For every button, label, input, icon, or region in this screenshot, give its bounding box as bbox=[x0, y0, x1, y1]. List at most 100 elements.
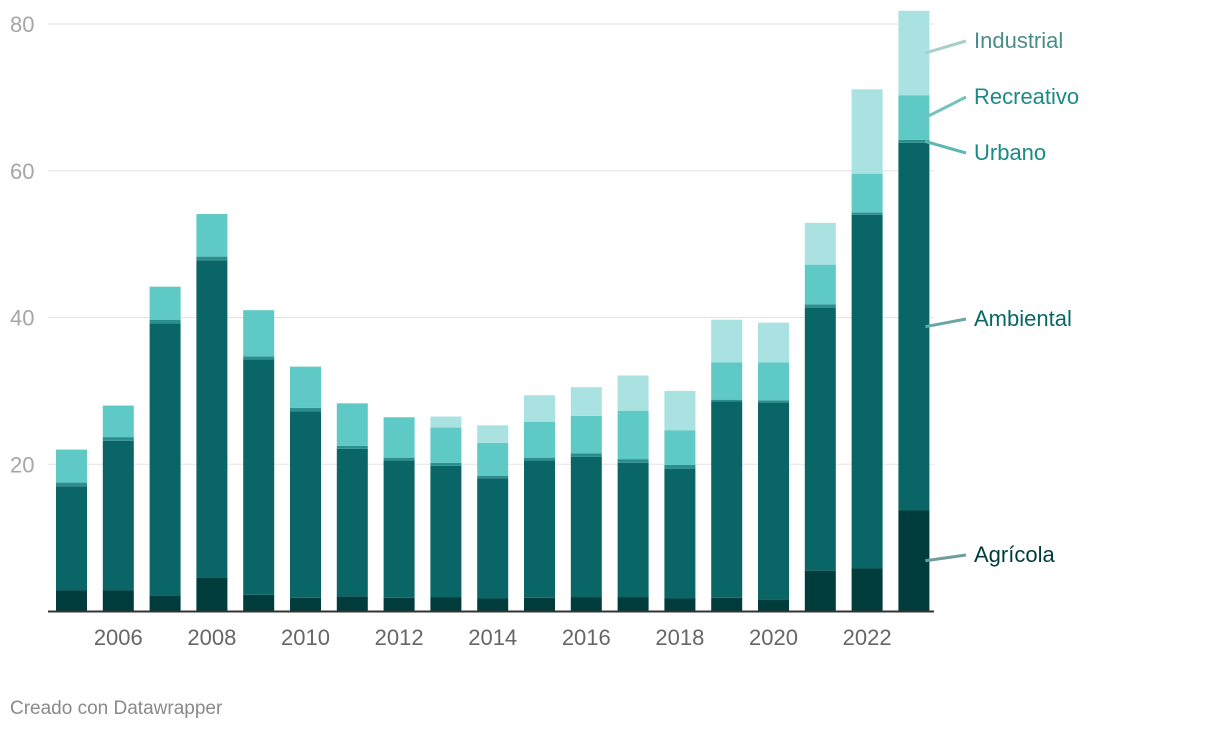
bar-stack-2023 bbox=[898, 10, 930, 611]
bar-stack-2011 bbox=[336, 403, 368, 611]
bar-segment-industrial-2018 bbox=[664, 390, 696, 431]
bar-segment-recreativo-2020 bbox=[758, 362, 789, 401]
bar-stack-2013 bbox=[430, 416, 462, 611]
bar-segment-ambiental-2015 bbox=[524, 460, 555, 598]
bar-segment-urbano-2012 bbox=[383, 457, 415, 461]
legend-item-recreativo: Recreativo bbox=[924, 84, 1079, 119]
legend-label: Industrial bbox=[974, 28, 1063, 53]
bar-segment-ambiental-2008 bbox=[196, 260, 228, 578]
x-tick-label: 2010 bbox=[281, 625, 330, 650]
bar-segment-urbano-2016 bbox=[570, 453, 602, 457]
bar-segment-recreativo-2021 bbox=[804, 264, 836, 305]
bars bbox=[56, 10, 930, 611]
bar-segment-agrcola-2018 bbox=[664, 598, 696, 611]
bar-segment-ambiental-2011 bbox=[336, 448, 368, 597]
bar-segment-urbano-2023 bbox=[898, 139, 930, 143]
bar-stack-2012 bbox=[383, 417, 415, 611]
bar-stack-2021 bbox=[804, 222, 836, 611]
bar-segment-recreativo-2023 bbox=[898, 95, 930, 140]
bar-segment-agrcola-2015 bbox=[524, 597, 555, 611]
bar-segment-urbano-2013 bbox=[430, 462, 462, 466]
bar-stack-2017 bbox=[617, 375, 649, 611]
bar-segment-recreativo-2011 bbox=[336, 403, 368, 446]
bar-segment-urbano-2008 bbox=[196, 256, 228, 261]
bar-segment-ambiental-2006 bbox=[102, 440, 134, 591]
bar-segment-urbano-2014 bbox=[477, 475, 509, 479]
bar-segment-ambiental-2013 bbox=[430, 465, 462, 598]
bar-segment-recreativo-2005 bbox=[56, 449, 87, 483]
legend-item-ambiental: Ambiental bbox=[925, 306, 1072, 331]
legend-label: Ambiental bbox=[974, 306, 1072, 331]
x-tick-label: 2008 bbox=[187, 625, 236, 650]
bar-segment-agrcola-2016 bbox=[570, 597, 602, 611]
bar-segment-recreativo-2019 bbox=[711, 362, 743, 400]
legend-connector bbox=[925, 317, 967, 329]
bar-segment-recreativo-2009 bbox=[243, 310, 275, 357]
bar-segment-agrcola-2023 bbox=[898, 510, 930, 611]
bar-segment-industrial-2017 bbox=[617, 375, 649, 411]
bar-segment-ambiental-2019 bbox=[711, 401, 743, 598]
y-tick-label: 40 bbox=[10, 306, 34, 331]
bar-segment-ambiental-2012 bbox=[383, 460, 415, 598]
bar-segment-recreativo-2014 bbox=[477, 442, 509, 476]
bar-stack-2007 bbox=[149, 286, 181, 611]
x-tick-label: 2012 bbox=[375, 625, 424, 650]
bar-segment-urbano-2017 bbox=[617, 459, 649, 463]
bar-segment-recreativo-2012 bbox=[383, 417, 415, 458]
x-tick-label: 2020 bbox=[749, 625, 798, 650]
bar-segment-industrial-2016 bbox=[570, 387, 602, 416]
bar-stack-2020 bbox=[758, 322, 789, 611]
bar-segment-recreativo-2017 bbox=[617, 410, 649, 460]
legend-connector bbox=[925, 553, 967, 563]
legend-connector bbox=[924, 95, 967, 119]
bar-segment-industrial-2015 bbox=[524, 395, 555, 422]
bar-segment-recreativo-2015 bbox=[524, 421, 555, 458]
bar-segment-ambiental-2022 bbox=[851, 214, 883, 569]
bar-segment-industrial-2022 bbox=[851, 89, 883, 174]
x-axis-labels: 2006 2008 2010 2012 2014 2016 2018 2020 2022 bbox=[94, 625, 892, 650]
legend-label: Agrícola bbox=[974, 542, 1055, 567]
x-tick-label: 2016 bbox=[562, 625, 611, 650]
bar-segment-ambiental-2018 bbox=[664, 468, 696, 599]
legend-label: Urbano bbox=[974, 140, 1046, 165]
bar-segment-industrial-2023 bbox=[898, 10, 930, 96]
x-tick-label: 2014 bbox=[468, 625, 517, 650]
y-tick-label: 60 bbox=[10, 159, 34, 184]
bar-segment-agrcola-2009 bbox=[243, 594, 275, 611]
bar-segment-ambiental-2016 bbox=[570, 456, 602, 598]
y-tick-label: 20 bbox=[10, 452, 34, 477]
bar-stack-2019 bbox=[711, 319, 743, 611]
bar-segment-ambiental-2009 bbox=[243, 359, 275, 595]
bar-segment-urbano-2018 bbox=[664, 464, 696, 469]
y-tick-label: 80 bbox=[10, 12, 34, 37]
bar-segment-agrcola-2007 bbox=[149, 595, 181, 611]
bar-stack-2010 bbox=[290, 366, 321, 611]
bar-segment-agrcola-2021 bbox=[804, 570, 836, 611]
bar-segment-industrial-2013 bbox=[430, 416, 462, 428]
bar-segment-urbano-2007 bbox=[149, 319, 181, 324]
bar-stack-2008 bbox=[196, 214, 228, 611]
bar-segment-recreativo-2010 bbox=[290, 366, 321, 408]
bar-segment-recreativo-2018 bbox=[664, 430, 696, 465]
bar-stack-2014 bbox=[477, 425, 509, 611]
bar-segment-agrcola-2014 bbox=[477, 598, 509, 611]
bar-stack-2022 bbox=[851, 89, 883, 611]
bar-segment-ambiental-2020 bbox=[758, 402, 789, 600]
bar-stack-2018 bbox=[664, 390, 696, 611]
bar-segment-industrial-2019 bbox=[711, 319, 743, 363]
bar-segment-agrcola-2005 bbox=[56, 590, 87, 611]
legend-item-urbano: Urbano bbox=[924, 139, 1046, 165]
bar-segment-agrcola-2017 bbox=[617, 597, 649, 611]
bar-segment-urbano-2020 bbox=[758, 400, 789, 403]
x-tick-label: 2022 bbox=[843, 625, 892, 650]
grid-lines bbox=[48, 23, 934, 465]
legend-item-agrcola: Agrícola bbox=[925, 542, 1055, 567]
bar-segment-agrcola-2011 bbox=[336, 596, 368, 611]
bar-segment-urbano-2021 bbox=[804, 304, 836, 308]
bar-segment-agrcola-2006 bbox=[102, 590, 134, 611]
bar-stack-2015 bbox=[524, 395, 555, 611]
bar-segment-urbano-2022 bbox=[851, 212, 883, 215]
bar-segment-agrcola-2019 bbox=[711, 597, 743, 611]
bar-segment-urbano-2015 bbox=[524, 457, 555, 461]
